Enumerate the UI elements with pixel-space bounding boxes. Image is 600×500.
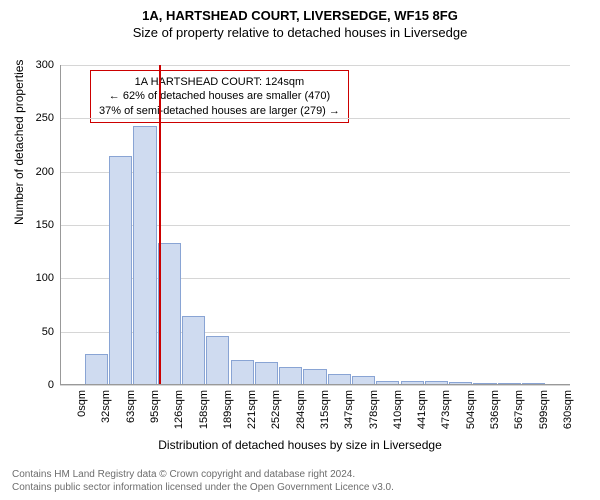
gridline [60,65,570,66]
xtick-label: 347sqm [343,390,355,429]
xtick-label: 378sqm [368,390,380,429]
xtick-label: 441sqm [416,390,428,429]
reference-line [159,65,161,385]
chart-subtitle: Size of property relative to detached ho… [0,25,600,40]
gridline [60,385,570,386]
xtick-label: 95sqm [149,390,161,423]
y-axis-line [60,65,61,385]
xtick-label: 32sqm [100,390,112,423]
xtick-label: 284sqm [295,390,307,429]
xtick-label: 630sqm [562,390,574,429]
xtick-label: 252sqm [270,390,282,429]
ytick-label: 0 [48,379,54,391]
x-axis-label: Distribution of detached houses by size … [0,438,600,452]
ytick-label: 300 [36,59,54,71]
xtick-label: 126sqm [173,390,185,429]
xtick-label: 567sqm [513,390,525,429]
y-axis-label: Number of detached properties [12,60,26,225]
histogram-bar [231,360,254,385]
gridline [60,118,570,119]
ytick-label: 250 [36,112,54,124]
histogram-bar [206,336,229,385]
xtick-label: 221sqm [246,390,258,429]
footer: Contains HM Land Registry data © Crown c… [12,469,394,494]
xtick-label: 599sqm [538,390,550,429]
histogram-bar [109,156,132,385]
chart-title: 1A, HARTSHEAD COURT, LIVERSEDGE, WF15 8F… [0,0,600,23]
xtick-label: 63sqm [125,390,137,423]
xtick-label: 158sqm [198,390,210,429]
xtick-label: 473sqm [440,390,452,429]
histogram-bar [133,126,156,385]
xtick-label: 0sqm [76,390,88,417]
histogram-bar [303,369,326,385]
footer-line-2: Contains public sector information licen… [12,482,394,495]
ytick-label: 150 [36,219,54,231]
histogram-bar [255,362,278,385]
xtick-label: 536sqm [489,390,501,429]
histogram-bar [182,316,205,385]
histogram-bar [279,367,302,385]
ytick-label: 50 [42,326,54,338]
ytick-label: 200 [36,166,54,178]
footer-line-1: Contains HM Land Registry data © Crown c… [12,469,394,482]
x-axis-line [60,384,570,385]
xtick-label: 189sqm [222,390,234,429]
xtick-label: 410sqm [392,390,404,429]
histogram-bar [85,354,108,385]
xtick-label: 315sqm [319,390,331,429]
xtick-label: 504sqm [465,390,477,429]
ytick-label: 100 [36,272,54,284]
plot-area: 0501001502002503000sqm32sqm63sqm95sqm126… [60,65,570,385]
